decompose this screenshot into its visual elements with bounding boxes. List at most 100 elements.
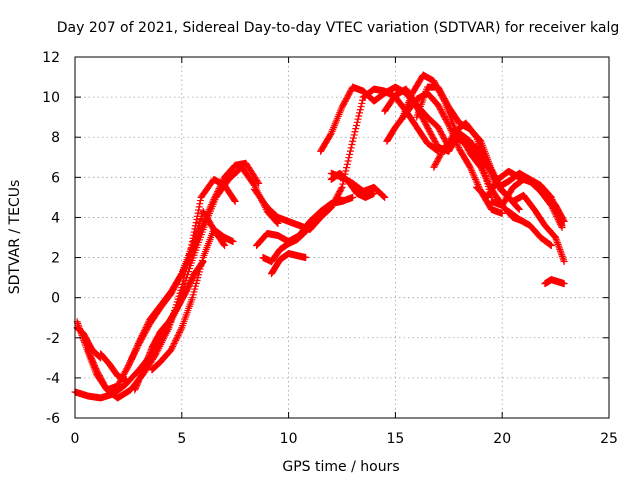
data-point — [255, 179, 263, 187]
series-arc-10 — [253, 193, 357, 250]
data-point — [349, 193, 357, 201]
data-point — [132, 346, 140, 354]
data-point — [133, 345, 141, 353]
data-point — [553, 239, 561, 247]
data-point — [560, 256, 568, 264]
data-point — [168, 344, 176, 352]
x-tick-label: 10 — [280, 431, 298, 447]
y-tick-label: -4 — [46, 371, 60, 387]
data-point — [254, 178, 262, 186]
chart-title: Day 207 of 2021, Sidereal Day-to-day VTE… — [57, 20, 619, 36]
data-point — [195, 203, 203, 211]
data-point — [558, 251, 566, 259]
data-point — [486, 166, 494, 174]
data-point — [194, 209, 202, 217]
data-point — [274, 219, 282, 227]
series-arc-8 — [97, 350, 130, 384]
data-point — [177, 325, 185, 333]
data-point — [470, 172, 478, 180]
data-point — [343, 160, 351, 168]
x-tick-label: 0 — [71, 431, 80, 447]
series-arc-25 — [541, 276, 568, 288]
data-point — [327, 131, 335, 138]
data-point — [560, 216, 568, 224]
data-point — [214, 186, 222, 194]
data-point — [514, 204, 522, 212]
data-point — [134, 343, 142, 351]
data-point — [273, 219, 281, 227]
data-point — [347, 144, 355, 152]
data-point — [175, 330, 183, 338]
data-point — [354, 115, 362, 123]
data-point — [139, 367, 147, 375]
data-layer — [71, 71, 568, 402]
series-arc-23 — [488, 175, 568, 225]
x-tick-label: 5 — [177, 431, 186, 447]
data-point — [196, 197, 204, 205]
data-point — [351, 128, 359, 136]
series-arc-11 — [259, 193, 344, 266]
data-point — [338, 183, 346, 191]
data-point — [169, 343, 177, 351]
series-arc-24 — [505, 207, 555, 250]
data-point — [560, 258, 568, 266]
series-arc-5 — [131, 258, 207, 394]
series-arc-12 — [268, 250, 310, 278]
data-point — [343, 164, 351, 172]
data-point — [219, 176, 227, 184]
data-point — [176, 327, 184, 335]
series-arc-15 — [327, 169, 378, 201]
data-point — [466, 163, 474, 171]
data-point — [469, 170, 477, 178]
data-point — [128, 354, 136, 362]
data-point — [209, 197, 217, 205]
y-tick-label: -2 — [46, 331, 60, 347]
data-point — [212, 191, 220, 199]
data-point — [170, 340, 178, 348]
data-point — [221, 242, 229, 250]
data-point — [140, 364, 148, 372]
data-point — [124, 362, 132, 370]
data-point — [206, 204, 214, 212]
y-tick-label: -6 — [46, 411, 60, 427]
data-point — [515, 205, 523, 213]
data-point — [231, 197, 239, 205]
data-point — [144, 353, 152, 361]
data-point — [560, 280, 568, 288]
data-point — [205, 206, 213, 214]
data-point — [498, 209, 506, 217]
data-point — [131, 349, 139, 357]
data-point — [472, 177, 480, 185]
data-point — [193, 215, 201, 223]
data-point — [556, 247, 564, 255]
data-point — [472, 175, 479, 183]
series-arc-7 — [73, 324, 105, 362]
data-point — [147, 347, 155, 355]
data-point — [349, 134, 357, 142]
data-point — [208, 199, 216, 207]
data-point — [179, 280, 187, 288]
data-point — [342, 167, 350, 175]
data-point — [455, 144, 463, 152]
data-point — [142, 360, 150, 368]
data-point — [558, 252, 566, 260]
data-point — [143, 356, 151, 364]
x-axis-label: GPS time / hours — [282, 459, 399, 475]
data-point — [547, 242, 555, 250]
data-point — [131, 348, 139, 356]
x-tick-label: 20 — [493, 431, 511, 447]
data-point — [557, 249, 565, 257]
data-point — [129, 352, 137, 360]
data-point — [553, 237, 561, 245]
data-point — [172, 335, 180, 343]
data-point — [302, 254, 310, 262]
data-point — [124, 363, 132, 371]
data-point — [345, 154, 353, 162]
y-tick-label: 2 — [51, 251, 60, 267]
data-point — [126, 359, 134, 367]
data-point — [355, 112, 363, 120]
data-point — [174, 332, 182, 340]
data-point — [169, 341, 177, 349]
data-point — [358, 99, 366, 107]
